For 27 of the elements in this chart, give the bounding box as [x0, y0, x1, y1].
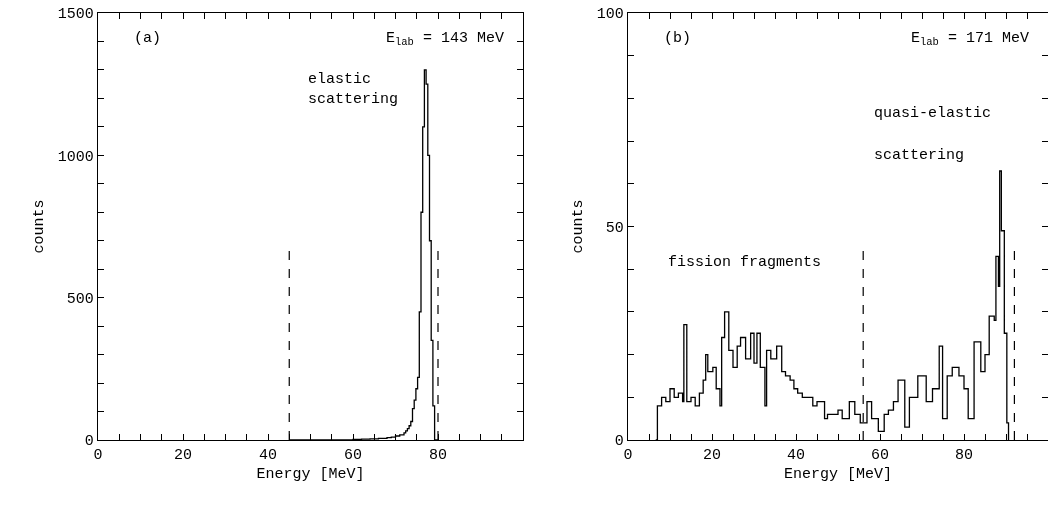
x-tick-label: 20 [173, 447, 193, 465]
x-tick-label: 80 [954, 447, 974, 465]
x-tick-label: 80 [428, 447, 448, 465]
y-tick-label: 50 [605, 219, 624, 237]
annotation: quasi-elastic [874, 105, 992, 122]
y-tick-label: 1500 [57, 6, 94, 24]
x-axis-title: Energy [MeV] [783, 466, 893, 484]
annotation: (b) [664, 30, 692, 47]
y-tick-label: 100 [596, 6, 624, 24]
annotation: scattering [874, 147, 965, 164]
x-tick-label: 20 [702, 447, 722, 465]
x-tick-label: 40 [258, 447, 278, 465]
y-tick-label: 0 [614, 433, 624, 451]
x-tick-label: 60 [343, 447, 363, 465]
y-tick-label: 1000 [57, 148, 94, 166]
y-axis-title: counts [31, 199, 49, 254]
x-tick-label: 40 [786, 447, 806, 465]
x-tick-label: 60 [870, 447, 890, 465]
y-tick-label: 500 [66, 290, 94, 308]
annotation: E$_{lab}$ = 171 MeV [911, 30, 1029, 49]
y-tick-label: 0 [84, 433, 94, 451]
x-axis-title: Energy [MeV] [256, 466, 365, 484]
y-axis-title: counts [570, 199, 588, 254]
annotation: fission fragments [668, 254, 822, 271]
annotation: E$_{lab}$ = 143 MeV [386, 30, 504, 49]
annotation: (a) [134, 30, 162, 47]
annotation: elastic scattering [308, 71, 399, 108]
